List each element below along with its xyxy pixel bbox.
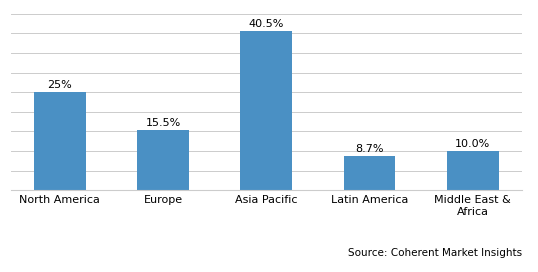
Bar xyxy=(34,92,86,190)
Bar xyxy=(137,129,189,190)
Text: 8.7%: 8.7% xyxy=(355,144,384,154)
Bar xyxy=(344,156,395,190)
Text: 40.5%: 40.5% xyxy=(249,19,284,29)
Text: 15.5%: 15.5% xyxy=(145,118,181,128)
Text: Source: Coherent Market Insights: Source: Coherent Market Insights xyxy=(348,248,522,258)
Text: 10.0%: 10.0% xyxy=(455,139,491,149)
Text: 25%: 25% xyxy=(47,80,72,90)
Bar xyxy=(240,31,292,190)
Bar xyxy=(447,151,499,190)
